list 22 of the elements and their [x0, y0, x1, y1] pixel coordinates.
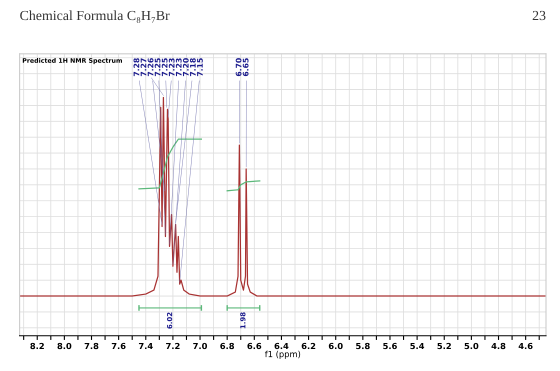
- x-tick-label: 7.2: [166, 342, 180, 350]
- x-tick-label: 6.4: [274, 342, 288, 350]
- x-tick-label: 7.4: [138, 342, 153, 350]
- x-tick-label: 5.8: [356, 342, 370, 350]
- x-tick-label: 5.2: [438, 342, 451, 350]
- x-tick-label: 8.0: [58, 342, 72, 350]
- x-tick-label: 5.6: [383, 342, 397, 350]
- x-tick-label: 5.0: [464, 342, 478, 350]
- x-tick-label: 8.2: [30, 342, 44, 350]
- x-tick-label: 5.4: [410, 342, 424, 350]
- x-axis-title: f1 (ppm): [264, 350, 300, 359]
- x-tick-label: 7.0: [193, 342, 208, 350]
- x-tick-label: 6.6: [247, 342, 262, 350]
- x-tick-label: 6.2: [302, 342, 316, 350]
- chart-title: Chemical Formula C₈H₇Br: [20, 10, 170, 23]
- text: 23: [532, 10, 546, 20]
- x-tick-label: 6.0: [328, 342, 343, 350]
- x-tick-label: 7.8: [84, 342, 98, 350]
- x-tick-label: 7.6: [112, 342, 126, 350]
- x-tick-label: 4.8: [492, 342, 506, 350]
- x-tick-label: 6.8: [220, 342, 234, 350]
- x-tick-label: 4.6: [518, 342, 533, 350]
